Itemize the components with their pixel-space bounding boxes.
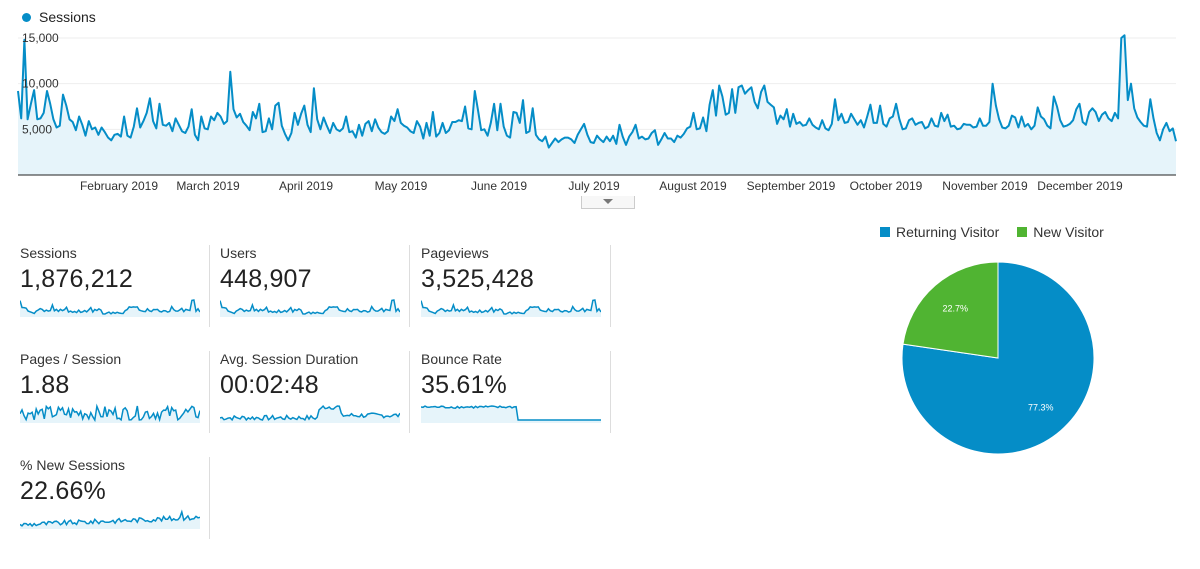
card-divider [610, 351, 611, 433]
metric-value: 00:02:48 [220, 371, 319, 399]
sparkline-area [220, 406, 400, 423]
card-divider [610, 245, 611, 327]
card-divider [409, 245, 410, 327]
metric-value: 448,907 [220, 265, 312, 293]
sparkline-area [220, 300, 400, 317]
legend-label: Returning Visitor [896, 224, 1000, 240]
series-dot-icon [22, 12, 31, 22]
metric-value: 1.88 [20, 371, 70, 399]
sparkline-line [421, 299, 601, 315]
x-axis: February 2019 March 2019 April 2019 May 201… [80, 179, 1123, 193]
returning-visitor-swatch-icon [880, 227, 890, 237]
metric-label: Pages / Session [20, 351, 122, 367]
card-divider [209, 457, 210, 539]
metric-sparkline [421, 299, 601, 317]
metric-value: 35.61% [421, 371, 507, 399]
sparkline-line [220, 299, 400, 315]
metric-label: % New Sessions [20, 457, 126, 473]
collapse-chart-handle[interactable] [581, 196, 635, 209]
sparkline-line [421, 405, 601, 421]
y-tick-label: 10,000 [22, 77, 59, 91]
card-divider [209, 245, 210, 327]
x-tick-label: November 2019 [942, 179, 1028, 193]
sparkline-line [20, 509, 200, 528]
metric-card-sessions[interactable]: Sessions 1,876,212 [20, 245, 210, 330]
metric-card-pageviews[interactable]: Pageviews 3,525,428 [421, 245, 611, 330]
new-visitor-swatch-icon [1017, 227, 1028, 237]
metric-card-users[interactable]: Users 448,907 [220, 245, 410, 330]
metric-sparkline [421, 405, 601, 423]
sessions-chart[interactable]: 5,000 10,000 15,000 February 2019 March 201… [0, 28, 1200, 228]
x-tick-label: December 2019 [1037, 179, 1123, 193]
metric-label: Avg. Session Duration [220, 351, 359, 367]
chart-legend[interactable]: Sessions [22, 9, 96, 25]
sessions-line [17, 34, 1177, 149]
x-tick-label: February 2019 [80, 179, 158, 193]
metric-label: Pageviews [421, 245, 489, 261]
metric-sparkline [20, 509, 200, 529]
x-tick-label: September 2019 [747, 179, 836, 193]
metric-card-avg-session-duration[interactable]: Avg. Session Duration 00:02:48 [220, 351, 410, 436]
y-tick-label: 5,000 [22, 122, 52, 136]
metric-sparkline [220, 404, 400, 423]
metric-value: 1,876,212 [20, 265, 134, 293]
metric-card-pages-per-session[interactable]: Pages / Session 1.88 [20, 351, 210, 436]
sparkline-area [421, 300, 601, 317]
metric-label: Bounce Rate [421, 351, 502, 367]
legend-label: Sessions [39, 9, 96, 25]
y-axis: 5,000 10,000 15,000 [22, 31, 59, 136]
x-tick-label: April 2019 [279, 179, 333, 193]
metric-sparkline [20, 299, 200, 317]
sparkline-area [421, 406, 601, 423]
legend-item-returning-visitor[interactable]: Returning Visitor [880, 224, 999, 240]
sparkline-area [20, 300, 200, 317]
metric-label: Sessions [20, 245, 77, 261]
metric-card-new-sessions[interactable]: % New Sessions 22.66% [20, 457, 210, 542]
x-tick-label: May 2019 [375, 179, 428, 193]
sparkline-line [20, 403, 200, 423]
metric-sparkline [220, 299, 400, 317]
metric-label: Users [220, 245, 257, 261]
metric-card-bounce-rate[interactable]: Bounce Rate 35.61% [421, 351, 611, 436]
x-tick-label: June 2019 [471, 179, 527, 193]
legend-label: New Visitor [1033, 224, 1104, 240]
card-divider [209, 351, 210, 433]
metric-value: 22.66% [20, 477, 106, 505]
y-tick-label: 15,000 [22, 31, 59, 45]
x-tick-label: October 2019 [850, 179, 923, 193]
sparkline-line [220, 404, 400, 422]
metric-sparkline [20, 403, 200, 423]
pie-slice-label: 22.7% [943, 304, 969, 314]
sparkline-area [20, 512, 200, 529]
pie-slice-label: 77.3% [1028, 402, 1054, 412]
pie-slice-new-visitor[interactable] [902, 261, 999, 359]
card-divider [409, 351, 410, 433]
x-tick-label: July 2019 [568, 179, 620, 193]
x-tick-label: March 2019 [176, 179, 240, 193]
metric-value: 3,525,428 [421, 265, 535, 293]
visitor-type-pie-chart[interactable]: 77.3% 22.7% [898, 258, 1098, 458]
x-tick-label: August 2019 [659, 179, 727, 193]
sparkline-line [20, 299, 200, 315]
pie-legend[interactable]: Returning Visitor New Visitor [880, 224, 1104, 240]
legend-item-new-visitor[interactable]: New Visitor [1017, 224, 1104, 240]
sessions-area [18, 35, 1176, 175]
